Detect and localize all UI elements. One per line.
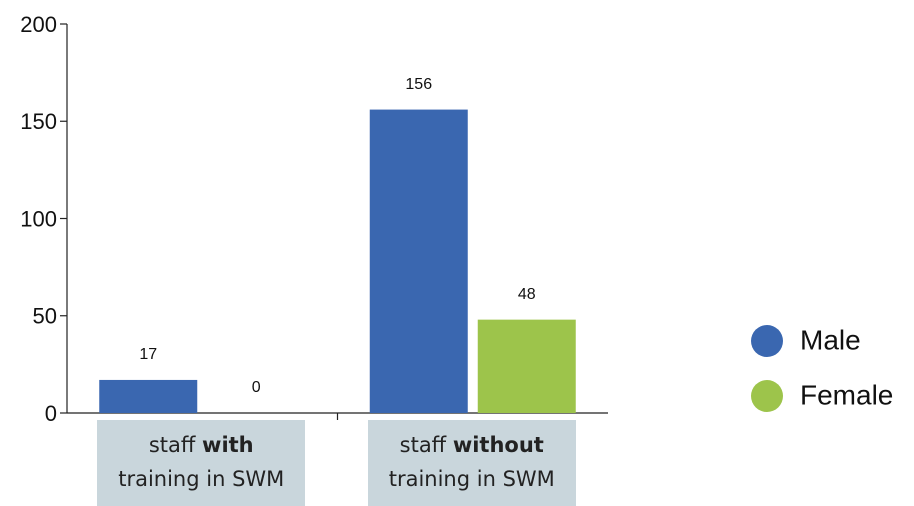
category-text: without (452, 433, 544, 457)
legend-swatch (751, 380, 783, 412)
category-text: staff (399, 433, 453, 457)
legend-swatch (751, 325, 783, 357)
legend-label: Female (800, 379, 893, 410)
y-tick-label: 200 (20, 12, 57, 37)
y-tick-label: 0 (45, 401, 57, 426)
y-tick-label: 50 (33, 304, 57, 329)
category-text: with (202, 433, 254, 457)
category-label: staff with training in SWM (97, 420, 306, 506)
bar (369, 109, 468, 413)
value-label: 156 (405, 76, 432, 93)
value-label: 0 (252, 379, 261, 396)
y-tick-label: 100 (20, 206, 57, 231)
category-text: training in SWM (118, 467, 285, 491)
value-label: 17 (139, 346, 157, 363)
y-tick-label: 150 (20, 109, 57, 134)
category-text: staff (148, 433, 203, 457)
bar (477, 319, 576, 413)
legend-label: Male (800, 324, 861, 355)
category-label: staff without training in SWM (367, 420, 576, 506)
category-text: training in SWM (388, 467, 555, 491)
bar (99, 379, 198, 413)
value-label: 48 (518, 286, 536, 303)
